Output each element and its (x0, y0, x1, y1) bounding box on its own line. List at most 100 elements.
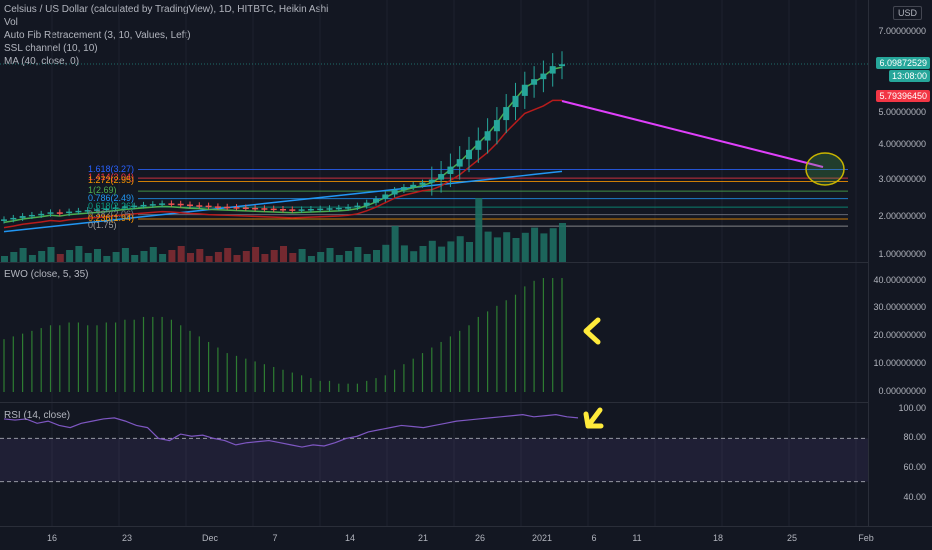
ma-value-tag: 5.79396450 (876, 90, 930, 102)
volume-bar (168, 250, 176, 262)
volume-bar (307, 256, 315, 262)
ma-line-blue (3, 170, 563, 233)
indicator-ssl-channel[interactable]: SSL channel (10, 10) (4, 43, 98, 54)
pane-separator-rsi[interactable] (0, 402, 932, 403)
candle-body (400, 187, 407, 191)
candle-body (549, 66, 556, 74)
candle-body (56, 212, 63, 214)
fib-level-label: 1(2.69) (88, 185, 117, 196)
volume-bar (131, 255, 139, 262)
candle-body (233, 207, 240, 209)
volume-bar (187, 253, 194, 262)
volume-bar (345, 251, 353, 262)
candle-body (335, 207, 342, 210)
ewo-tick: 30.00000000 (873, 302, 926, 312)
volume-bar (531, 227, 539, 262)
target-ellipse-drawing (805, 152, 845, 186)
currency-button[interactable]: USD (892, 6, 922, 20)
candle-body (373, 198, 379, 203)
time-tick: 23 (121, 533, 133, 543)
candle-body (456, 159, 463, 167)
volume-bar (438, 246, 446, 262)
volume-bar (66, 250, 74, 262)
time-tick: 21 (417, 533, 429, 543)
volume-bar (512, 238, 520, 262)
volume-bar (75, 246, 83, 262)
fib-level-label: 0.618(2.26) (88, 201, 135, 212)
volume-bar (317, 252, 325, 262)
volume-bar (335, 255, 343, 262)
rsi-label[interactable]: RSI (14, close) (4, 410, 71, 421)
rsi-tick: 80.00 (903, 432, 926, 442)
arrow-down-left-icon (583, 407, 604, 429)
volume-bar (112, 252, 120, 262)
arrow-left-icon (583, 317, 601, 345)
volume-bar (410, 251, 418, 262)
volume-bar (177, 246, 185, 262)
volume-bar (196, 249, 204, 262)
candle-body (531, 79, 538, 85)
candle-body (345, 207, 352, 209)
candle-body (391, 190, 398, 195)
candle-body (19, 216, 26, 218)
volume-bar (326, 248, 334, 262)
volume-bar (252, 247, 260, 262)
price-tick: 5.00000000 (878, 107, 926, 117)
indicator-vol[interactable]: Vol (4, 17, 18, 28)
time-tick: 7 (272, 533, 278, 543)
volume-bar (214, 252, 222, 262)
candle-body (503, 107, 510, 121)
volume-bar (382, 244, 390, 262)
countdown-tag: 13:08:00 (888, 70, 930, 82)
price-tick: 2.00000000 (878, 211, 926, 221)
candle-body (326, 208, 333, 210)
volume-bar (233, 255, 241, 262)
time-tick: Dec (201, 533, 219, 543)
candle-body (559, 64, 565, 67)
volume-bar (10, 252, 18, 262)
volume-bar (363, 254, 371, 262)
candle-body (214, 206, 221, 208)
main-price-chart[interactable] (0, 0, 868, 550)
price-tick: 7.00000000 (878, 26, 926, 36)
volume-bar (270, 250, 278, 262)
candle-body (131, 205, 138, 208)
volume-bar (373, 250, 380, 262)
ewo-tick: 40.00000000 (873, 275, 926, 285)
price-tick: 1.00000000 (878, 249, 926, 259)
volume-bar (447, 241, 455, 262)
candle-body (438, 174, 445, 180)
candle-body (428, 179, 435, 183)
candle-body (270, 208, 277, 211)
volume-bar (47, 247, 55, 262)
fib-level-label: 0(1.75) (88, 220, 117, 231)
volume-bar (205, 256, 213, 262)
rsi-tick: 60.00 (903, 462, 926, 472)
candle-body (177, 203, 184, 206)
time-tick: 25 (786, 533, 798, 543)
price-axis[interactable] (868, 0, 932, 526)
indicator-auto-fib[interactable]: Auto Fib Retracement (3, 10, Values, Lef… (4, 30, 191, 41)
time-tick: 16 (46, 533, 58, 543)
candle-body (493, 120, 500, 132)
volume-bar (419, 246, 427, 262)
candle-body (196, 205, 203, 207)
indicator-ma[interactable]: MA (40, close, 0) (4, 56, 80, 67)
fib-level-label: 1.272(2.95) (88, 175, 135, 186)
candle-body (121, 206, 128, 208)
fib-level-label: 0.236(1.94) (88, 213, 135, 224)
volume-bar (121, 248, 129, 262)
pane-separator-ewo[interactable] (0, 262, 932, 263)
time-tick: 18 (712, 533, 724, 543)
rsi-tick: 100.00 (898, 403, 926, 413)
candle-body (10, 217, 17, 220)
candle-body (466, 149, 472, 160)
rsi-band (0, 438, 868, 482)
time-tick: 11 (632, 533, 642, 543)
time-tick: 26 (474, 533, 486, 543)
candle-body (149, 204, 156, 206)
ewo-label[interactable]: EWO (close, 5, 35) (4, 269, 89, 280)
candle-body (159, 203, 166, 205)
fib-level-label: 0.786(2.49) (88, 192, 135, 203)
volume-bar (28, 255, 36, 262)
